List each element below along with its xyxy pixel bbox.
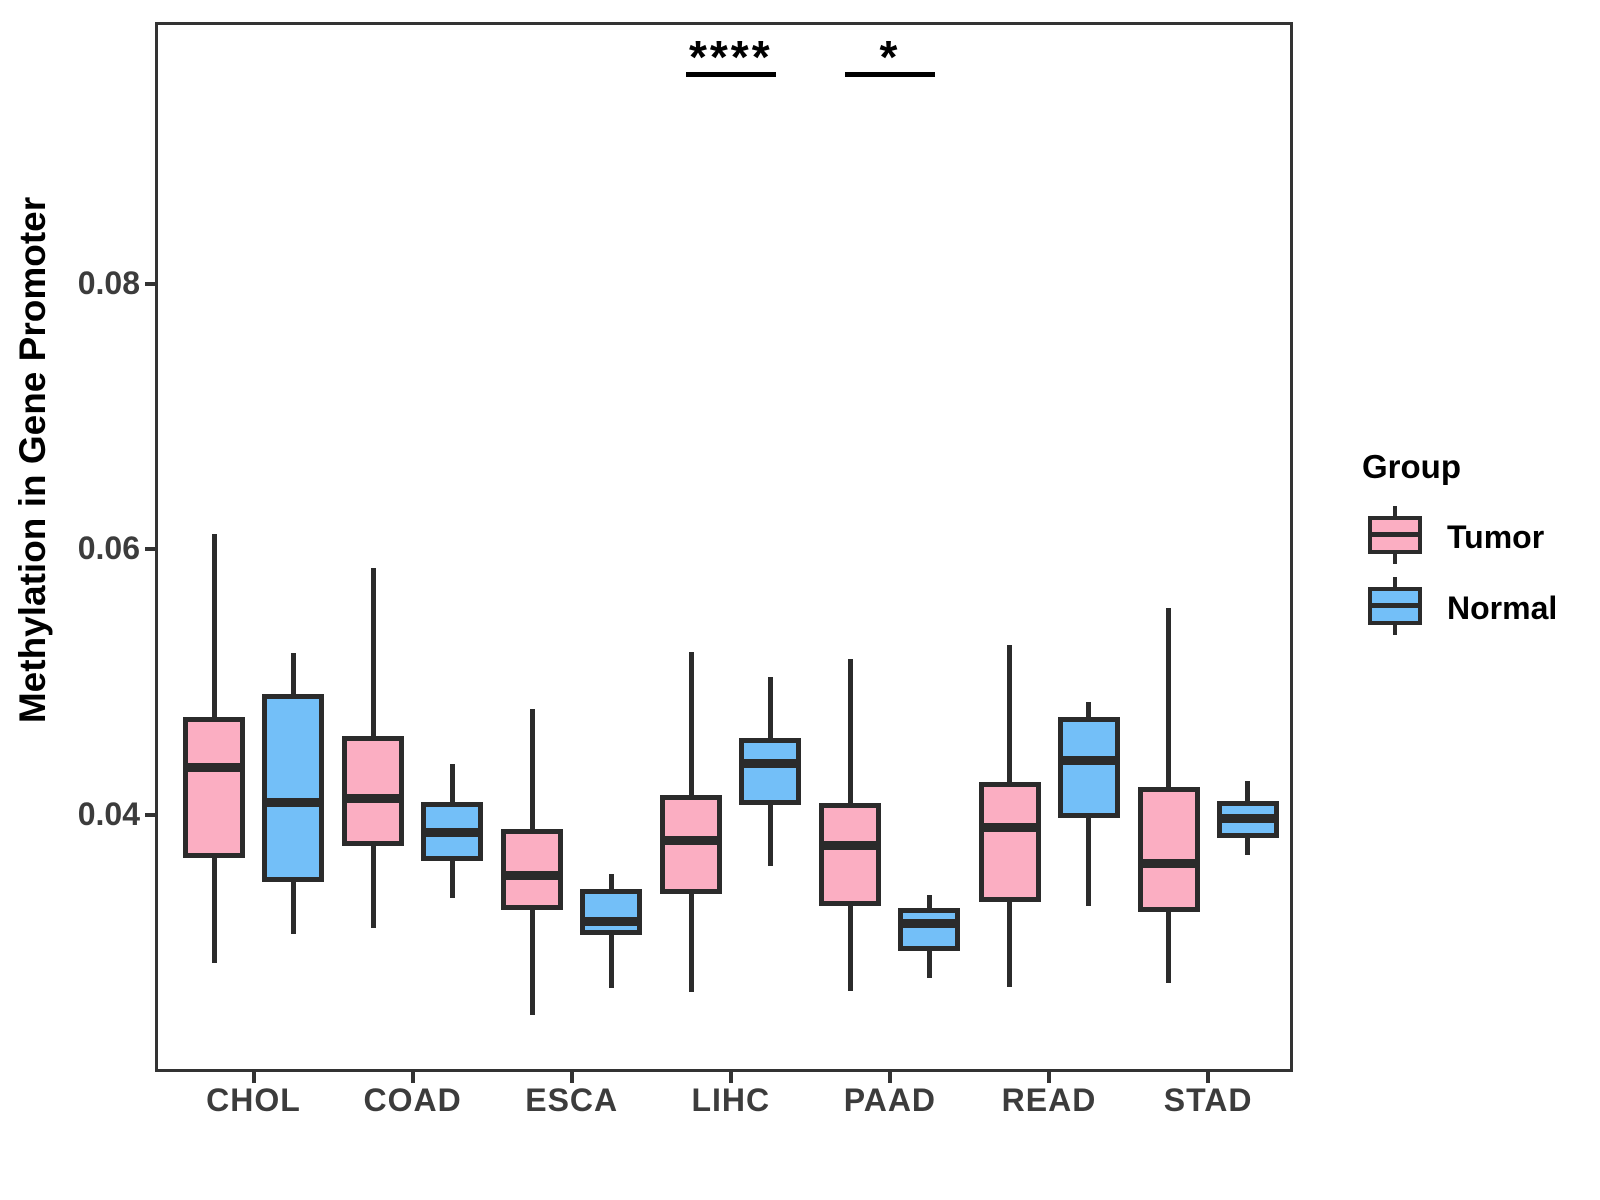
median-normal-COAD xyxy=(421,828,484,838)
legend-key-median xyxy=(1368,532,1422,537)
legend-key-median xyxy=(1368,603,1422,608)
significance-bar-paad xyxy=(844,72,935,77)
x-axis-tick-label: ESCA xyxy=(525,1082,619,1118)
legend-label-tumor: Tumor xyxy=(1447,519,1545,555)
whisker-lower-normal-STAD xyxy=(1245,838,1251,856)
median-normal-LIHC xyxy=(739,759,802,769)
whisker-lower-tumor-READ xyxy=(1007,901,1012,987)
whisker-upper-tumor-STAD xyxy=(1166,607,1172,788)
whisker-lower-normal-CHOL xyxy=(290,881,296,934)
median-tumor-READ xyxy=(978,822,1041,832)
whisker-upper-tumor-PAAD xyxy=(847,658,853,804)
box-tumor-CHOL xyxy=(183,717,245,858)
x-axis-tick xyxy=(251,1072,256,1083)
x-axis-tick xyxy=(728,1072,733,1083)
median-tumor-CHOL xyxy=(183,763,245,773)
x-axis-tick-label: COAD xyxy=(363,1082,462,1118)
whisker-upper-tumor-ESCA xyxy=(529,709,535,829)
whisker-lower-tumor-ESCA xyxy=(529,909,535,1015)
y-axis-tick xyxy=(145,547,156,552)
median-tumor-ESCA xyxy=(501,870,564,880)
whisker-lower-tumor-LIHC xyxy=(688,893,694,993)
x-axis-tick xyxy=(887,1072,892,1083)
box-normal-LIHC xyxy=(739,738,802,805)
whisker-lower-tumor-PAAD xyxy=(847,905,853,991)
significance-label-paad: * xyxy=(879,31,901,83)
whisker-upper-tumor-LIHC xyxy=(688,651,694,796)
legend-key-normal xyxy=(1368,577,1422,635)
whisker-upper-tumor-CHOL xyxy=(211,533,217,717)
whisker-upper-normal-ESCA xyxy=(608,873,614,889)
median-normal-ESCA xyxy=(580,917,643,927)
y-axis-tick xyxy=(145,281,156,286)
box-tumor-READ xyxy=(978,782,1041,902)
median-tumor-LIHC xyxy=(660,836,723,846)
whisker-lower-tumor-CHOL xyxy=(211,857,217,963)
box-tumor-STAD xyxy=(1137,787,1200,913)
whisker-lower-normal-ESCA xyxy=(608,935,614,989)
box-normal-CHOL xyxy=(262,694,324,882)
whisker-lower-tumor-STAD xyxy=(1166,912,1172,983)
box-tumor-PAAD xyxy=(819,803,882,906)
box-normal-ESCA xyxy=(580,888,643,936)
y-axis-tick-label: 0.08 xyxy=(77,264,140,301)
median-normal-CHOL xyxy=(262,797,324,807)
plot-panel xyxy=(155,22,1293,1072)
y-axis-tick-label: 0.04 xyxy=(77,796,140,833)
x-axis-tick-label: READ xyxy=(1001,1082,1097,1118)
x-axis-tick xyxy=(569,1072,574,1083)
whisker-lower-tumor-COAD xyxy=(370,845,376,929)
whisker-lower-normal-LIHC xyxy=(767,804,773,866)
median-normal-READ xyxy=(1057,756,1120,766)
x-axis-tick xyxy=(1047,1072,1051,1083)
box-tumor-COAD xyxy=(342,735,405,846)
legend-title: Group xyxy=(1362,448,1461,485)
whisker-upper-normal-CHOL xyxy=(290,653,296,695)
box-normal-PAAD xyxy=(898,908,961,951)
significance-label-lihc: **** xyxy=(688,31,773,83)
legend-key-tumor xyxy=(1368,506,1422,564)
median-tumor-COAD xyxy=(342,793,405,803)
box-tumor-ESCA xyxy=(501,828,564,910)
x-axis-tick-label: CHOL xyxy=(206,1082,301,1118)
whisker-lower-normal-COAD xyxy=(449,860,455,898)
box-normal-READ xyxy=(1057,717,1120,819)
median-tumor-STAD xyxy=(1137,858,1200,868)
median-normal-PAAD xyxy=(898,918,961,928)
y-axis-tick-label: 0.06 xyxy=(77,530,140,567)
y-axis-tick xyxy=(145,813,156,818)
whisker-lower-normal-PAAD xyxy=(926,951,932,978)
median-normal-STAD xyxy=(1216,813,1279,823)
x-axis-tick-label: LIHC xyxy=(691,1082,771,1118)
x-axis-tick xyxy=(1206,1072,1211,1083)
whisker-upper-normal-LIHC xyxy=(767,677,773,739)
whisker-upper-tumor-READ xyxy=(1007,645,1012,783)
whisker-upper-normal-COAD xyxy=(449,763,455,803)
whisker-upper-normal-STAD xyxy=(1245,780,1251,801)
x-axis-tick-label: STAD xyxy=(1163,1082,1253,1118)
whisker-upper-normal-PAAD xyxy=(926,895,932,909)
x-axis-tick xyxy=(410,1072,415,1083)
whisker-lower-normal-READ xyxy=(1086,818,1091,906)
whisker-upper-tumor-COAD xyxy=(370,568,376,736)
median-tumor-PAAD xyxy=(819,841,882,851)
whisker-upper-normal-READ xyxy=(1086,702,1091,717)
significance-bar-lihc xyxy=(685,72,776,77)
legend-label-normal: Normal xyxy=(1447,590,1558,626)
x-axis-tick-label: PAAD xyxy=(843,1082,937,1118)
